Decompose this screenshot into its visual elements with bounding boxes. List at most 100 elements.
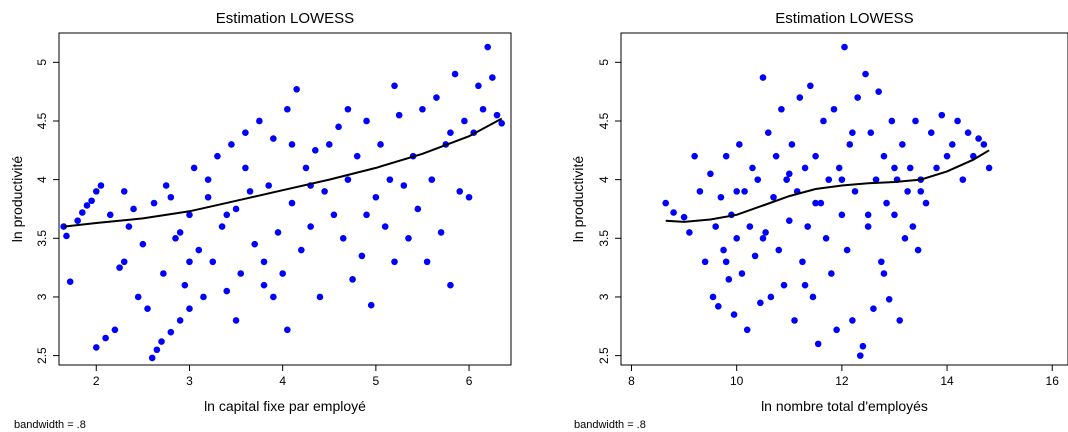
chart1-lowess-line — [63, 117, 503, 228]
chart1-point — [461, 117, 468, 125]
chart2-point — [825, 176, 833, 183]
chart2-point — [707, 170, 714, 178]
chart1-point — [325, 141, 333, 148]
chart2-point — [686, 229, 693, 236]
chart2-point — [822, 235, 830, 242]
chart2-point — [891, 211, 898, 219]
chart2-point — [717, 193, 725, 201]
chart2-point — [909, 223, 917, 230]
chart1-point — [260, 258, 268, 266]
chart2-point — [807, 82, 814, 90]
chart2-point — [785, 217, 793, 225]
chart2-point — [759, 74, 767, 81]
chart2-point — [801, 164, 809, 172]
chart2-title: Estimation LOWESS — [775, 10, 913, 27]
chart1-x-tick-label: 2 — [93, 374, 100, 388]
chart1-point — [204, 176, 212, 183]
chart1-y-tick-label: 2.5 — [35, 347, 49, 364]
chart2-point — [896, 317, 904, 324]
chart1-point — [176, 317, 184, 324]
chart1-point — [330, 211, 338, 219]
chart1-x-tick-label: 5 — [373, 374, 380, 388]
chart2-point — [838, 176, 846, 183]
chart2-point — [749, 164, 756, 172]
chart2-bandwidth-note: bandwidth = .8 — [574, 419, 646, 431]
chart2-y-tick-label: 2.5 — [597, 347, 611, 364]
chart2-point — [846, 141, 854, 148]
chart2-point — [720, 246, 727, 254]
chart1-point — [162, 182, 170, 189]
chart2-point — [788, 141, 796, 148]
chart1-point — [405, 235, 412, 242]
chart1-point — [186, 305, 193, 312]
chart1-point — [97, 182, 105, 189]
chart2-y-tick-label: 4.5 — [597, 112, 611, 129]
chart2-point — [864, 223, 872, 230]
chart1-point — [428, 176, 436, 183]
chart1-y-axis-label: ln productivité — [9, 156, 25, 243]
chart1-x-tick-label: 3 — [186, 374, 193, 388]
chart1-point — [284, 326, 291, 334]
chart1-point — [498, 120, 505, 127]
chart1-point — [363, 211, 370, 219]
chart1-point — [288, 141, 296, 148]
chart1-points — [60, 43, 505, 362]
chart1-point — [83, 202, 91, 209]
chart2-point — [914, 246, 922, 254]
chart1-point — [284, 105, 291, 113]
chart1-point — [134, 293, 142, 301]
chart2-point — [880, 270, 888, 277]
chart2-point — [730, 311, 738, 318]
chart2-point — [817, 199, 825, 207]
chart2-point — [849, 317, 856, 324]
chart2-point — [949, 141, 956, 148]
chart2-point — [804, 223, 811, 230]
chart2-point — [743, 326, 751, 334]
chart1-point — [242, 129, 249, 137]
chart2-point — [833, 326, 840, 334]
chart2-x-tick-label: 8 — [628, 374, 635, 388]
chart1-point — [176, 229, 184, 236]
chart1-point — [465, 193, 473, 201]
chart1-point — [223, 211, 231, 219]
chart2-point — [778, 105, 785, 113]
chart2-lowess-line — [665, 149, 990, 223]
chart2-points — [662, 43, 993, 359]
chart2-point — [828, 270, 835, 277]
chart2-point — [830, 105, 838, 113]
chart2-point — [883, 199, 890, 207]
chart2-point — [878, 258, 885, 266]
chart1-point — [167, 328, 175, 336]
chart2-point — [791, 317, 798, 324]
chart1-point — [237, 270, 245, 277]
chart1-x-tick-label: 6 — [466, 374, 473, 388]
chart2-point — [899, 141, 906, 148]
chart2-point — [754, 176, 762, 183]
chart2-point — [872, 176, 880, 183]
chart2-point — [912, 117, 919, 125]
chart1-point — [150, 199, 158, 207]
chart1-point — [456, 188, 464, 195]
chart1-point — [270, 293, 277, 301]
chart1-point — [423, 258, 431, 266]
chart2-point — [691, 152, 698, 160]
chart2-point — [799, 258, 806, 266]
chart2-point — [733, 188, 740, 195]
chart1-point — [349, 276, 356, 283]
chart1-point — [228, 141, 235, 148]
chart2-point — [812, 152, 819, 160]
chart2-point — [783, 176, 790, 183]
chart1-point — [447, 129, 454, 137]
chart1-point — [200, 293, 207, 301]
chart2-point — [880, 152, 888, 160]
chart2-point — [764, 129, 772, 137]
chart1-point — [74, 217, 81, 225]
chart1-point — [186, 211, 193, 219]
chart1-point — [344, 176, 352, 183]
chart1-point — [102, 334, 109, 342]
chart2-point — [801, 281, 809, 289]
chart1-point — [125, 223, 133, 230]
chart1-y-tick-label: 3 — [35, 293, 49, 300]
chart1-point — [293, 86, 300, 93]
